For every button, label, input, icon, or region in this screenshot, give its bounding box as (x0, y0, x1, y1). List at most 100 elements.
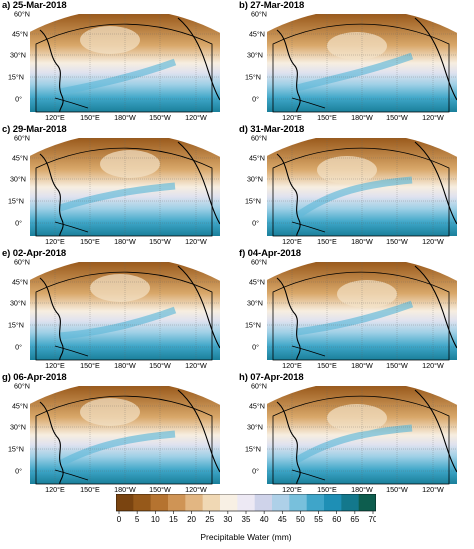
map-field (30, 14, 220, 112)
map-field (267, 14, 457, 112)
lat-label: 0° (252, 343, 259, 352)
lat-label: 30°N (247, 299, 263, 308)
map-field (30, 138, 220, 236)
map-outline (35, 23, 213, 113)
lat-label: 0° (15, 467, 22, 476)
lat-label: 30°N (247, 51, 263, 60)
map-panel: 60°N 45°N 30°N 15°N 0° 120°E 150°E 180°W 150°W 12… (237, 248, 474, 371)
moisture-plume (58, 182, 176, 212)
lon-label: 180°W (114, 237, 136, 246)
colorbar-tick-label: 60 (332, 515, 341, 524)
lon-label: 150°E (80, 237, 100, 246)
lon-label: 150°W (386, 485, 408, 494)
colorbar-tick-label: 15 (169, 515, 178, 524)
america-coastline (177, 389, 220, 473)
lon-label: 120°E (282, 113, 302, 122)
lat-label: 45°N (249, 154, 265, 163)
colorbar-svg: 0 5 10 15 20 25 30 35 40 45 50 55 60 65 70 Precipitabl… (115, 493, 378, 542)
colorbar-swatch (358, 494, 377, 511)
dry-region (80, 26, 140, 54)
lon-label: 150°E (80, 361, 100, 370)
america-coastline (414, 17, 457, 101)
colorbar-tick-label: 65 (350, 515, 359, 524)
lat-label: 45°N (12, 402, 28, 411)
lat-label: 45°N (12, 278, 28, 287)
island-coastline (291, 221, 326, 233)
lon-label: 150°E (317, 113, 337, 122)
colorbar-swatch (289, 494, 307, 511)
lon-label: 120°E (282, 485, 302, 494)
colorbar-swatch (306, 494, 325, 511)
lat-label: 30°N (247, 175, 263, 184)
colorbar-tick-label: 20 (187, 515, 196, 524)
america-coastline (177, 17, 220, 101)
colorbar-tick-label: 35 (242, 515, 251, 524)
lon-label: 150°W (386, 113, 408, 122)
map-panel-svg: 60°N 45°N 30°N 15°N 0° 120°E 150°E 180°W 150°W 12… (8, 258, 220, 370)
lat-label: 15°N (245, 321, 261, 330)
colorbar-tick-label: 10 (151, 515, 160, 524)
panel-title: d) 31-Mar-2018 (239, 124, 305, 135)
lon-label: 120°W (185, 485, 207, 494)
map-panel-svg: 60°N 45°N 30°N 15°N 0° 120°E 150°E 180°W 150°W 12… (8, 134, 220, 246)
america-coastline (177, 265, 220, 349)
lon-label: 180°W (351, 361, 373, 370)
colorbar-swatch (254, 494, 273, 511)
lon-label: 180°W (114, 113, 136, 122)
asia-coastline (39, 401, 64, 484)
lon-label: 120°E (45, 237, 65, 246)
lon-label: 180°W (351, 237, 373, 246)
moisture-plume (59, 58, 177, 96)
map-panel: 60°N 45°N 30°N 15°N 0° 120°E 150°E 180°W 150°W 12… (0, 0, 237, 123)
panel-title: h) 07-Apr-2018 (239, 372, 304, 383)
colorbar-boxes (115, 493, 377, 512)
colorbar-swatch (220, 494, 238, 511)
panel-title: b) 27-Mar-2018 (239, 0, 305, 11)
moisture-plume (295, 424, 413, 464)
asia-coastline (39, 153, 64, 236)
map-field (30, 262, 220, 360)
map-field (267, 386, 457, 484)
map-outline (272, 271, 450, 361)
asia-coastline (39, 29, 64, 112)
colorbar-swatch (341, 494, 359, 511)
lat-label: 0° (15, 343, 22, 352)
lat-label: 15°N (8, 73, 24, 82)
lat-label: 15°N (8, 197, 24, 206)
colorbar-ticks: 0 5 10 15 20 25 30 35 40 45 50 55 60 65 70 (117, 511, 378, 524)
colorbar-tick-label: 5 (135, 515, 140, 524)
moisture-plume (59, 306, 177, 340)
asia-coastline (276, 277, 301, 360)
lat-label: 60°N (14, 258, 30, 267)
dry-region (80, 398, 140, 426)
lat-label: 0° (252, 467, 259, 476)
map-panel-svg: 60°N 45°N 30°N 15°N 0° 120°E 150°E 180°W 150°W 12… (245, 10, 457, 122)
dry-region (90, 274, 150, 302)
lon-label: 120°W (422, 237, 444, 246)
lat-label: 15°N (245, 197, 261, 206)
moisture-plume (296, 300, 414, 336)
colorbar-tick-label: 0 (117, 515, 122, 524)
asia-coastline (276, 29, 301, 112)
map-panel-svg: 60°N 45°N 30°N 15°N 0° 120°E 150°E 180°W 150°W 12… (8, 382, 220, 494)
map-panel: 60°N 45°N 30°N 15°N 0° 120°E 150°E 180°W 150°W 12… (0, 248, 237, 371)
lat-label: 15°N (245, 445, 261, 454)
america-coastline (414, 141, 457, 225)
dry-region (317, 156, 377, 184)
lat-label: 60°N (14, 382, 30, 391)
colorbar-label: Precipitable Water (mm) (200, 532, 291, 542)
lon-label: 120°W (422, 113, 444, 122)
lon-label: 150°E (80, 113, 100, 122)
colorbar-tick-label: 25 (205, 515, 214, 524)
panel-title: c) 29-Mar-2018 (2, 124, 67, 135)
lon-label: 180°W (114, 485, 136, 494)
lon-label: 120°W (422, 361, 444, 370)
lat-label: 30°N (247, 423, 263, 432)
dry-region (327, 32, 387, 60)
lon-label: 120°E (45, 113, 65, 122)
lon-label: 120°W (185, 113, 207, 122)
colorbar-tick-label: 45 (278, 515, 287, 524)
island-coastline (54, 469, 89, 481)
map-panel-svg: 60°N 45°N 30°N 15°N 0° 120°E 150°E 180°W 150°W 12… (8, 10, 220, 122)
lon-label: 150°W (386, 237, 408, 246)
